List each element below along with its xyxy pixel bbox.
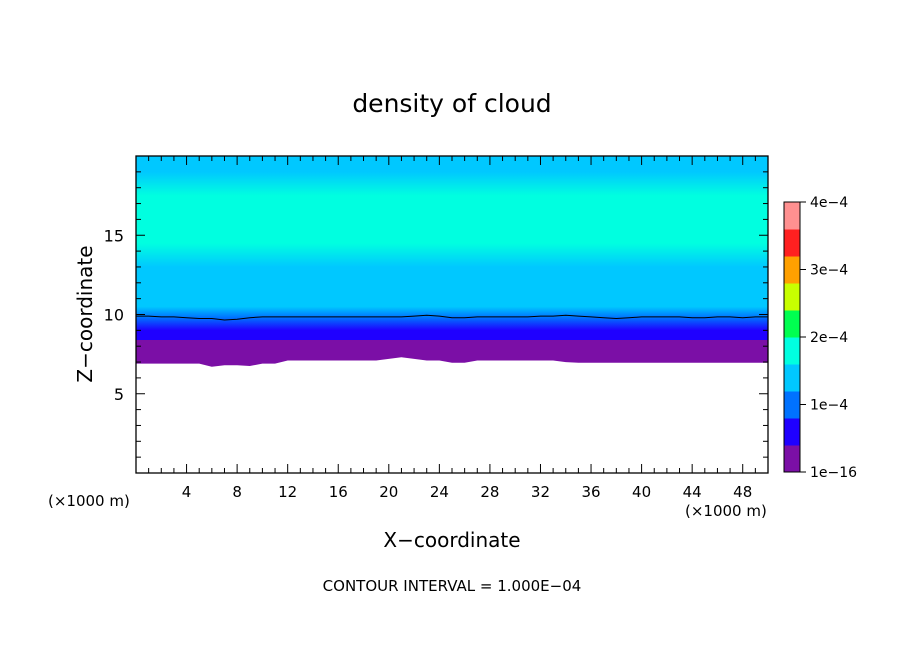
- x-tick-label: 20: [379, 483, 398, 501]
- y-tick-label: 15: [104, 226, 124, 245]
- colorbar-swatch: [784, 229, 800, 257]
- x-tick-label: 36: [581, 483, 600, 501]
- x-axis-label: X−coordinate: [383, 528, 520, 552]
- colorbar-swatch: [784, 310, 800, 338]
- colorbar-swatch: [784, 364, 800, 392]
- colorbar-tick-label: 3e−4: [810, 263, 848, 279]
- y-axis-label: Z−coordinate: [73, 245, 97, 382]
- x-tick-label: 24: [430, 483, 449, 501]
- y-axis: 5 10 15: [104, 155, 768, 474]
- colorbar-tick-label: 2e−4: [810, 330, 848, 346]
- colorbar-swatch: [784, 445, 800, 473]
- plot-area: [136, 156, 768, 473]
- colorbar-swatch: [784, 283, 800, 311]
- chart-title: density of cloud: [352, 89, 551, 118]
- x-tick-label: 32: [531, 483, 550, 501]
- colorbar-swatch: [784, 202, 800, 230]
- x-tick-label: 8: [232, 483, 242, 501]
- contour-interval-note: CONTOUR INTERVAL = 1.000E−04: [323, 577, 582, 595]
- x-tick-label: 4: [182, 483, 192, 501]
- y-axis-unit: (×1000 m): [48, 492, 130, 510]
- x-axis: 4 8 12 16 20 24 28 32 36 40 44 48: [135, 156, 769, 501]
- colorbar-tick-label: 1e−16: [810, 465, 857, 481]
- x-tick-label: 16: [329, 483, 348, 501]
- colorbar-swatch: [784, 418, 800, 446]
- x-tick-label: 40: [632, 483, 651, 501]
- x-tick-label: 48: [733, 483, 752, 501]
- x-tick-label: 44: [683, 483, 702, 501]
- colorbar: 1e−16 1e−4 2e−4 3e−4 4e−4: [783, 195, 857, 481]
- y-tick-label: 10: [104, 306, 124, 325]
- x-axis-unit: (×1000 m): [685, 502, 767, 520]
- colorbar-tick-label: 4e−4: [810, 195, 848, 211]
- cloud-free-region: [136, 357, 768, 473]
- colorbar-swatch: [784, 256, 800, 284]
- contour-line-1e-4: [136, 314, 768, 321]
- colorbar-swatch: [784, 391, 800, 419]
- colorbar-tick-label: 1e−4: [810, 398, 848, 414]
- x-tick-label: 12: [278, 483, 297, 501]
- x-tick-label: 28: [480, 483, 499, 501]
- y-tick-label: 5: [114, 385, 124, 404]
- colorbar-swatch: [784, 337, 800, 365]
